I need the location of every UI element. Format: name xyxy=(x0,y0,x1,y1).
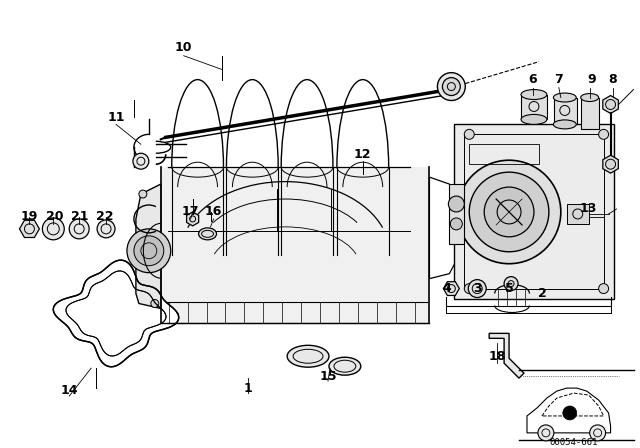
Text: 14: 14 xyxy=(61,383,78,396)
Circle shape xyxy=(449,196,464,212)
Text: 5: 5 xyxy=(505,282,513,295)
Ellipse shape xyxy=(580,94,598,102)
Polygon shape xyxy=(449,184,464,244)
Text: 1: 1 xyxy=(244,382,253,395)
Ellipse shape xyxy=(521,114,547,125)
Polygon shape xyxy=(187,212,198,226)
Ellipse shape xyxy=(287,345,329,367)
Circle shape xyxy=(484,187,534,237)
Circle shape xyxy=(605,99,616,109)
Text: 20: 20 xyxy=(45,211,63,224)
Text: 13: 13 xyxy=(580,202,597,215)
Text: 17: 17 xyxy=(182,206,200,219)
Text: 3: 3 xyxy=(473,282,481,295)
Text: 7: 7 xyxy=(554,73,563,86)
Circle shape xyxy=(469,172,549,252)
Polygon shape xyxy=(444,282,460,296)
Circle shape xyxy=(451,218,462,230)
Polygon shape xyxy=(161,167,429,323)
Circle shape xyxy=(151,300,159,307)
Text: 4: 4 xyxy=(442,282,451,295)
Text: 12: 12 xyxy=(354,148,372,161)
Polygon shape xyxy=(454,125,614,298)
Polygon shape xyxy=(554,98,577,125)
Text: 8: 8 xyxy=(608,73,617,86)
Polygon shape xyxy=(521,95,547,120)
Circle shape xyxy=(468,280,486,297)
Ellipse shape xyxy=(198,228,216,240)
Text: 18: 18 xyxy=(488,350,506,363)
Circle shape xyxy=(464,129,474,139)
Text: 6: 6 xyxy=(529,73,537,86)
Circle shape xyxy=(97,220,115,238)
Polygon shape xyxy=(53,260,179,367)
Ellipse shape xyxy=(521,90,547,99)
Polygon shape xyxy=(580,98,598,129)
Ellipse shape xyxy=(554,120,576,129)
Ellipse shape xyxy=(554,93,576,102)
Text: 9: 9 xyxy=(588,73,596,86)
Circle shape xyxy=(464,284,474,293)
Polygon shape xyxy=(489,333,524,378)
Polygon shape xyxy=(19,220,40,237)
Text: 22: 22 xyxy=(96,211,114,224)
Polygon shape xyxy=(603,95,618,113)
Polygon shape xyxy=(136,184,161,309)
Circle shape xyxy=(598,284,609,293)
Text: 19: 19 xyxy=(20,211,38,224)
Circle shape xyxy=(504,277,518,291)
Text: 00054-661: 00054-661 xyxy=(550,438,598,447)
Circle shape xyxy=(589,425,605,441)
Circle shape xyxy=(458,160,561,264)
Text: 16: 16 xyxy=(205,206,222,219)
Text: 21: 21 xyxy=(72,211,89,224)
Circle shape xyxy=(127,229,171,273)
Circle shape xyxy=(605,159,616,169)
Text: 10: 10 xyxy=(175,41,193,54)
Polygon shape xyxy=(567,204,589,224)
Circle shape xyxy=(42,218,64,240)
Circle shape xyxy=(598,129,609,139)
Circle shape xyxy=(563,406,577,420)
Circle shape xyxy=(139,190,147,198)
Circle shape xyxy=(437,73,465,100)
Text: 11: 11 xyxy=(108,111,125,124)
Polygon shape xyxy=(527,388,611,433)
Text: 2: 2 xyxy=(538,287,547,300)
Ellipse shape xyxy=(329,357,361,375)
Circle shape xyxy=(538,425,554,441)
Text: 15: 15 xyxy=(319,370,337,383)
Polygon shape xyxy=(603,155,618,173)
Circle shape xyxy=(133,153,149,169)
Circle shape xyxy=(442,78,460,95)
Circle shape xyxy=(134,236,164,266)
Circle shape xyxy=(69,219,89,239)
